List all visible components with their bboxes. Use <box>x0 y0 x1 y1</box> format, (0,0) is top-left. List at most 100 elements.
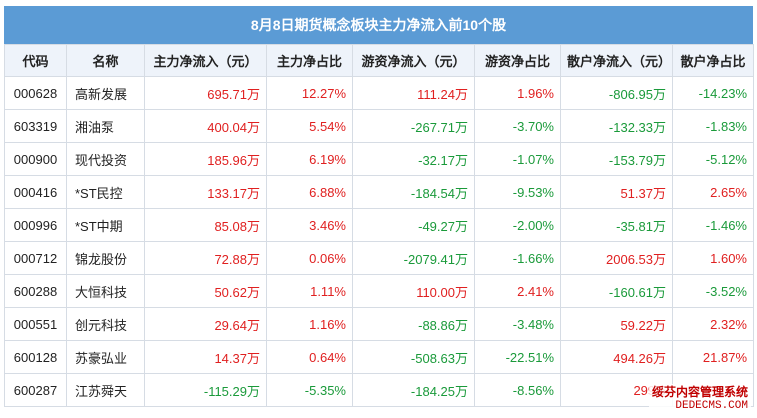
cell-code: 000551 <box>4 307 67 341</box>
cell-hot-pct: -3.70% <box>474 109 561 143</box>
cell-main-pct: 3.46% <box>266 208 353 242</box>
cell-hot-in: -184.54万 <box>352 175 475 209</box>
cell-hot-in: -184.25万 <box>352 373 475 407</box>
col-header-retail-in: 散户净流入（元） <box>560 44 673 77</box>
cell-code: 000996 <box>4 208 67 242</box>
cell-hot-pct: 2.41% <box>474 274 561 308</box>
table-row: 000712 锦龙股份 72.88万 0.06% -2079.41万 -1.66% 2006… <box>4 241 754 275</box>
cell-code: 000416 <box>4 175 67 209</box>
cell-main-pct: 0.64% <box>266 340 353 374</box>
cell-main-in: 133.17万 <box>144 175 267 209</box>
table-frame: 8月8日期货概念板块主力净流入前10个股 代码 名称 主力净流入（元） 主力净占… <box>4 6 754 412</box>
cell-hot-pct: -1.66% <box>474 241 561 275</box>
cell-main-in: 14.37万 <box>144 340 267 374</box>
watermark-line1: 绥芬内容管理系统 <box>651 385 748 399</box>
site-watermark: 绥芬内容管理系统 DEDECMS.COM <box>648 384 751 414</box>
cell-retail-in: -132.33万 <box>560 109 673 143</box>
cell-hot-pct: -2.00% <box>474 208 561 242</box>
cell-name: 大恒科技 <box>66 274 145 308</box>
cell-name: 江苏舜天 <box>66 373 145 407</box>
cell-name: 现代投资 <box>66 142 145 176</box>
cell-main-in: -115.29万 <box>144 373 267 407</box>
cell-retail-pct: -5.12% <box>672 142 754 176</box>
cell-retail-in: -153.79万 <box>560 142 673 176</box>
cell-retail-in: 494.26万 <box>560 340 673 374</box>
cell-retail-in: 51.37万 <box>560 175 673 209</box>
table-row: 000416 *ST民控 133.17万 6.88% -184.54万 -9.53% 51.… <box>4 175 754 209</box>
cell-main-pct: -5.35% <box>266 373 353 407</box>
cell-name: 高新发展 <box>66 76 145 110</box>
table-row: 000996 *ST中期 85.08万 3.46% -49.27万 -2.00% -35.8… <box>4 208 754 242</box>
cell-hot-pct: -3.48% <box>474 307 561 341</box>
cell-hot-in: -32.17万 <box>352 142 475 176</box>
cell-name: 锦龙股份 <box>66 241 145 275</box>
cell-retail-pct: -14.23% <box>672 76 754 110</box>
table-row: 000628 高新发展 695.71万 12.27% 111.24万 1.96% -806.… <box>4 76 754 110</box>
col-header-name: 名称 <box>66 44 145 77</box>
cell-retail-pct: -3.52% <box>672 274 754 308</box>
cell-retail-pct: 2.32% <box>672 307 754 341</box>
col-header-code: 代码 <box>4 44 67 77</box>
cell-code: 600288 <box>4 274 67 308</box>
cell-code: 000712 <box>4 241 67 275</box>
cell-hot-in: -49.27万 <box>352 208 475 242</box>
cell-hot-in: 111.24万 <box>352 76 475 110</box>
cell-code: 000628 <box>4 76 67 110</box>
table-row: 600128 苏豪弘业 14.37万 0.64% -508.63万 -22.51% 494.… <box>4 340 754 374</box>
cell-main-in: 185.96万 <box>144 142 267 176</box>
cell-name: 创元科技 <box>66 307 145 341</box>
cell-hot-in: 110.00万 <box>352 274 475 308</box>
cell-main-pct: 5.54% <box>266 109 353 143</box>
cell-retail-in: -160.61万 <box>560 274 673 308</box>
table-row: 000551 创元科技 29.64万 1.16% -88.86万 -3.48% 59.22万… <box>4 307 754 341</box>
cell-retail-in: -35.81万 <box>560 208 673 242</box>
fund-flow-table: 代码 名称 主力净流入（元） 主力净占比 游资净流入（元） 游资净占比 散户净流… <box>4 44 754 407</box>
col-header-hot-in: 游资净流入（元） <box>352 44 475 77</box>
cell-hot-in: -267.71万 <box>352 109 475 143</box>
cell-name: *ST民控 <box>66 175 145 209</box>
header-row: 代码 名称 主力净流入（元） 主力净占比 游资净流入（元） 游资净占比 散户净流… <box>4 44 754 77</box>
cell-main-pct: 1.11% <box>266 274 353 308</box>
cell-main-pct: 6.88% <box>266 175 353 209</box>
cell-hot-pct: -22.51% <box>474 340 561 374</box>
cell-main-in: 400.04万 <box>144 109 267 143</box>
cell-retail-pct: 2.65% <box>672 175 754 209</box>
cell-name: 苏豪弘业 <box>66 340 145 374</box>
table-row: 000900 现代投资 185.96万 6.19% -32.17万 -1.07% -153.… <box>4 142 754 176</box>
cell-retail-pct: -1.46% <box>672 208 754 242</box>
col-header-main-in: 主力净流入（元） <box>144 44 267 77</box>
cell-retail-in: 59.22万 <box>560 307 673 341</box>
cell-hot-pct: 1.96% <box>474 76 561 110</box>
cell-hot-pct: -1.07% <box>474 142 561 176</box>
cell-main-pct: 0.06% <box>266 241 353 275</box>
cell-name: *ST中期 <box>66 208 145 242</box>
cell-name: 湘油泵 <box>66 109 145 143</box>
col-header-main-pct: 主力净占比 <box>266 44 353 77</box>
cell-main-pct: 1.16% <box>266 307 353 341</box>
table-row: 603319 湘油泵 400.04万 5.54% -267.71万 -3.70% -132.… <box>4 109 754 143</box>
cell-retail-pct: 21.87% <box>672 340 754 374</box>
cell-main-pct: 12.27% <box>266 76 353 110</box>
cell-code: 600128 <box>4 340 67 374</box>
cell-main-pct: 6.19% <box>266 142 353 176</box>
cell-main-in: 29.64万 <box>144 307 267 341</box>
cell-code: 600287 <box>4 373 67 407</box>
cell-hot-in: -2079.41万 <box>352 241 475 275</box>
table-row: 600287江苏舜天-115.29万-5.35%-184.25万-8.56%29… <box>4 373 754 407</box>
cell-hot-in: -508.63万 <box>352 340 475 374</box>
cell-hot-pct: -8.56% <box>474 373 561 407</box>
cell-main-in: 50.62万 <box>144 274 267 308</box>
cell-main-in: 72.88万 <box>144 241 267 275</box>
cell-code: 603319 <box>4 109 67 143</box>
cell-retail-pct: 1.60% <box>672 241 754 275</box>
cell-main-in: 695.71万 <box>144 76 267 110</box>
cell-hot-pct: -9.53% <box>474 175 561 209</box>
watermark-line2: DEDECMS.COM <box>675 400 748 412</box>
col-header-hot-pct: 游资净占比 <box>474 44 561 77</box>
cell-retail-in: -806.95万 <box>560 76 673 110</box>
cell-retail-pct: -1.83% <box>672 109 754 143</box>
cell-code: 000900 <box>4 142 67 176</box>
table-title: 8月8日期货概念板块主力净流入前10个股 <box>4 6 753 44</box>
cell-main-in: 85.08万 <box>144 208 267 242</box>
cell-hot-in: -88.86万 <box>352 307 475 341</box>
